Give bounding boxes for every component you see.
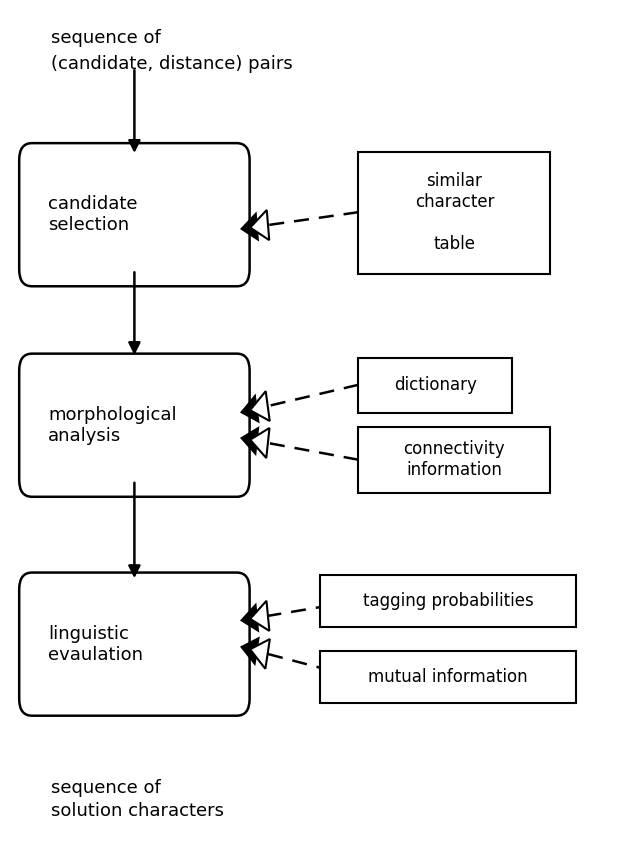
Polygon shape (250, 639, 270, 669)
FancyBboxPatch shape (358, 152, 550, 274)
Text: morphological
analysis: morphological analysis (48, 406, 177, 445)
Text: connectivity
information: connectivity information (404, 440, 505, 479)
Text: similar
character

table: similar character table (415, 173, 494, 253)
Text: solution characters: solution characters (51, 802, 224, 819)
Text: sequence of: sequence of (51, 29, 161, 47)
Polygon shape (250, 210, 269, 240)
Text: dictionary: dictionary (394, 376, 477, 394)
Polygon shape (250, 601, 269, 631)
Polygon shape (240, 211, 259, 242)
Polygon shape (240, 426, 259, 456)
Text: linguistic
evaulation: linguistic evaulation (48, 625, 143, 663)
FancyBboxPatch shape (19, 573, 250, 716)
FancyBboxPatch shape (320, 575, 576, 627)
Text: mutual information: mutual information (368, 668, 528, 686)
Text: candidate
selection: candidate selection (48, 195, 138, 234)
FancyBboxPatch shape (19, 143, 250, 286)
Polygon shape (240, 637, 260, 666)
Polygon shape (240, 393, 260, 424)
FancyBboxPatch shape (19, 354, 250, 497)
Polygon shape (250, 428, 269, 458)
FancyBboxPatch shape (320, 651, 576, 703)
Text: tagging probabilities: tagging probabilities (363, 592, 533, 610)
Polygon shape (240, 603, 259, 632)
Text: (candidate, distance) pairs: (candidate, distance) pairs (51, 55, 293, 72)
Text: sequence of: sequence of (51, 779, 161, 797)
Polygon shape (250, 392, 269, 421)
FancyBboxPatch shape (358, 427, 550, 493)
FancyBboxPatch shape (358, 358, 512, 413)
